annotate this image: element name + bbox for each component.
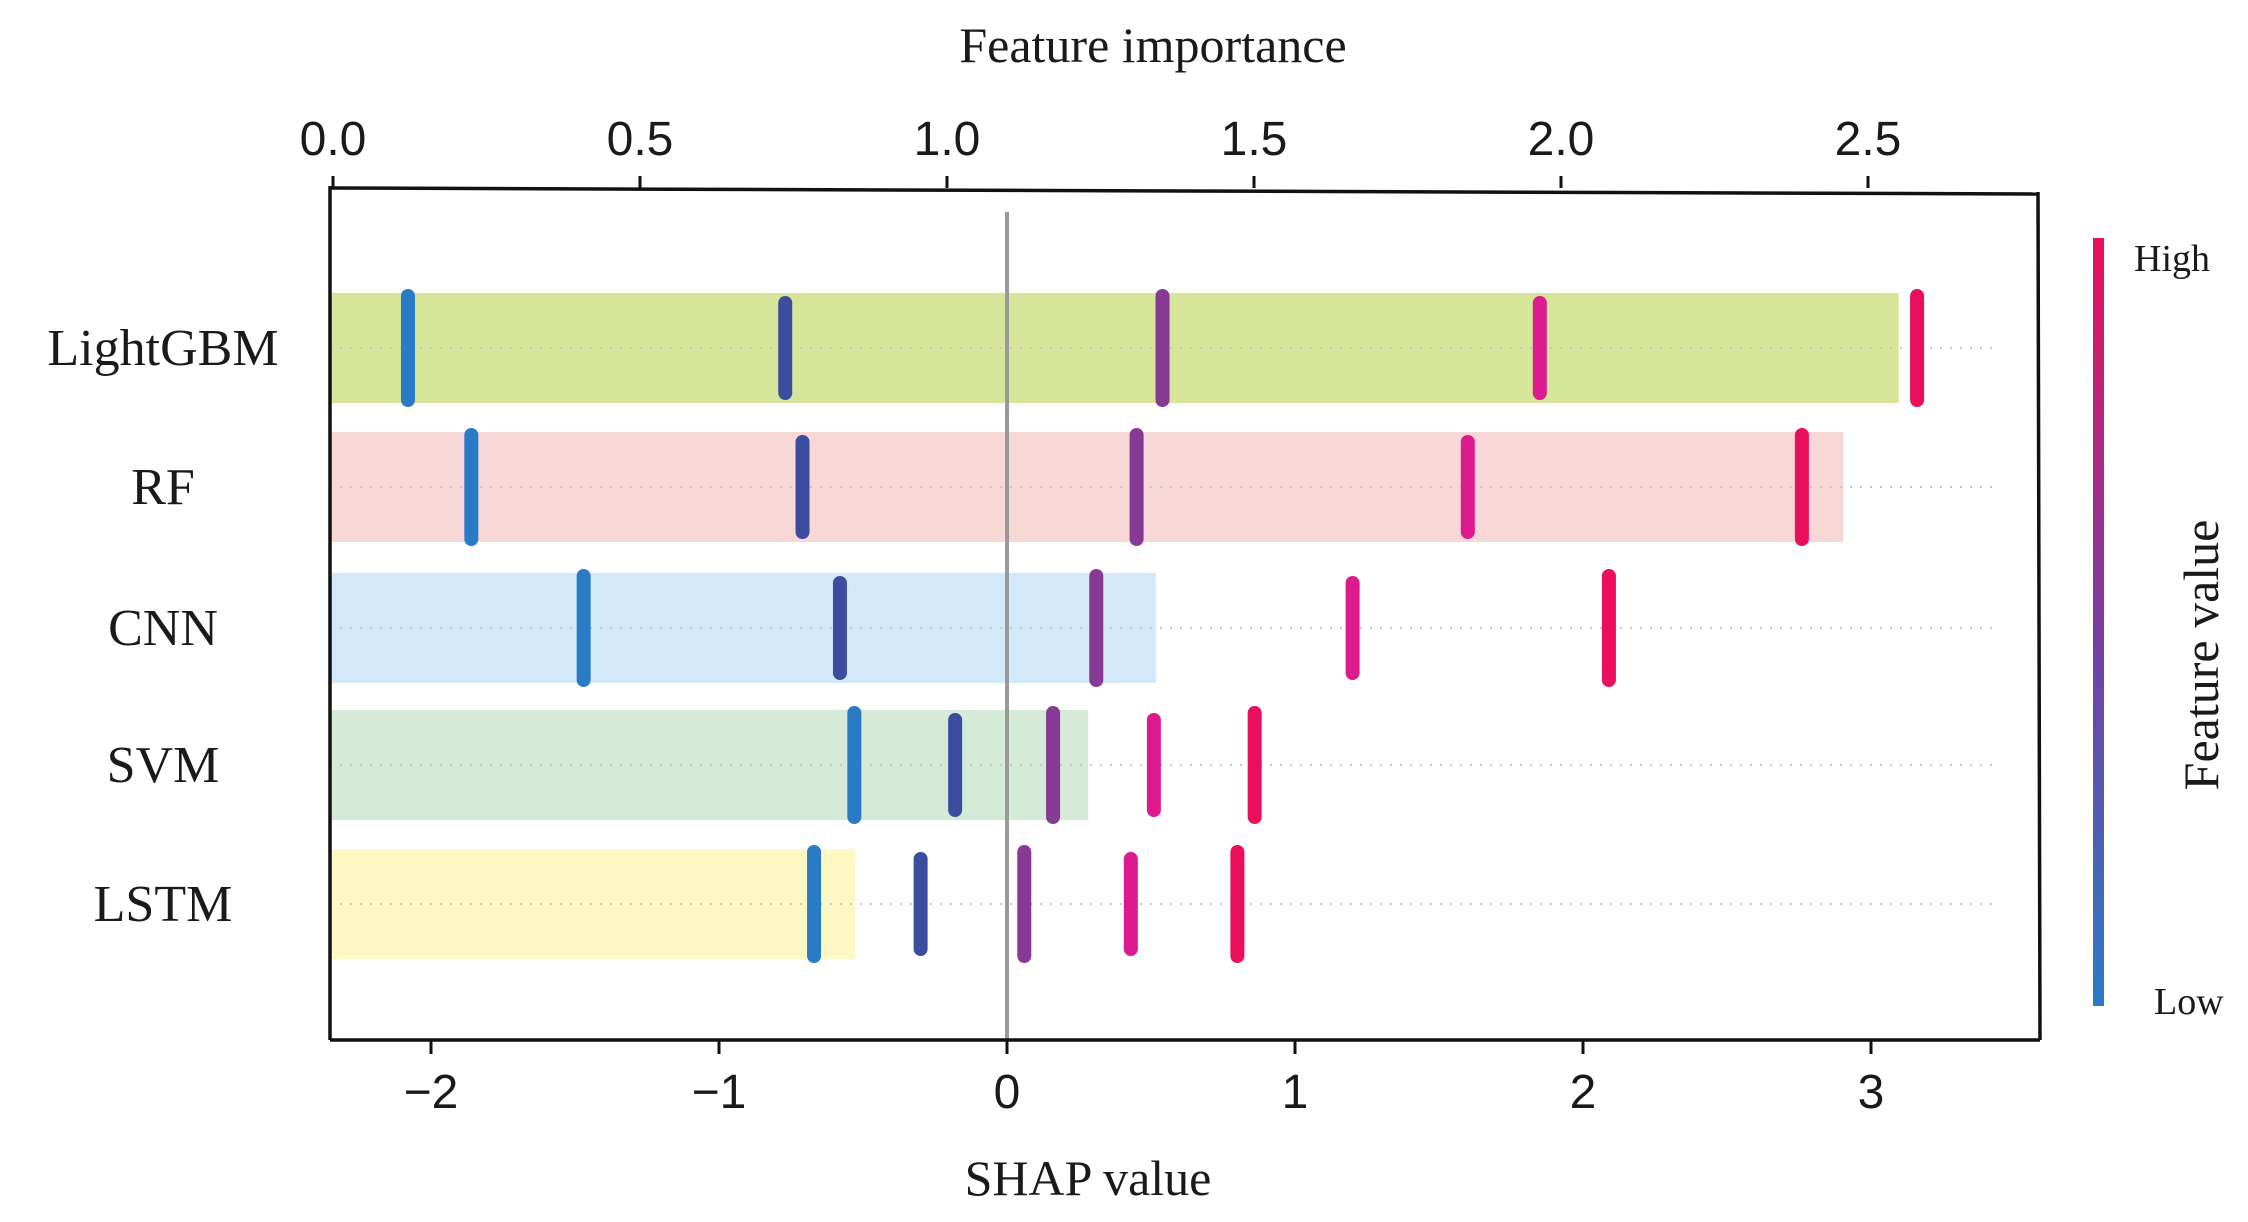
importance-bar-lightgbm	[330, 293, 1899, 403]
category-label-rf: RF	[131, 459, 195, 516]
plot-frame-right	[2036, 191, 2042, 1041]
top-tick-label: 1.0	[914, 113, 981, 166]
bottom-axis-ticks: −2 −1 0 1 2 3	[404, 1040, 1885, 1119]
colorbar	[2093, 238, 2104, 1006]
top-axis-label: Feature importance	[959, 17, 1346, 73]
category-labels: LightGBM RF CNN SVM LSTM	[47, 320, 278, 933]
bottom-tick-label: −2	[404, 1066, 459, 1119]
shap-points	[400, 289, 1925, 963]
bottom-tick-label: 2	[1570, 1066, 1597, 1119]
importance-bars	[330, 293, 1899, 959]
importance-bar-cnn	[330, 573, 1156, 683]
bottom-axis-label: SHAP value	[965, 1150, 1212, 1206]
category-label-cnn: CNN	[108, 600, 218, 657]
bottom-tick-label: 1	[1282, 1066, 1309, 1119]
importance-bar-rf	[330, 432, 1844, 542]
top-tick-label: 0.0	[300, 113, 367, 166]
plot-frame-top	[329, 186, 2039, 196]
category-label-lstm: LSTM	[94, 876, 233, 933]
top-axis-ticks: 0.0 0.5 1.0 1.5 2.0 2.5	[300, 113, 1902, 188]
bottom-tick-label: −1	[692, 1066, 747, 1119]
top-tick-label: 2.5	[1835, 113, 1902, 166]
colorbar-low-label: Low	[2154, 981, 2224, 1023]
category-label-svm: SVM	[107, 737, 220, 794]
top-tick-label: 2.0	[1528, 113, 1595, 166]
category-label-lightgbm: LightGBM	[47, 320, 278, 377]
top-tick-label: 0.5	[607, 113, 674, 166]
colorbar-title: Feature value	[2173, 520, 2229, 791]
bottom-tick-label: 0	[994, 1066, 1021, 1119]
colorbar-high-label: High	[2134, 238, 2210, 280]
top-tick-label: 1.5	[1221, 113, 1288, 166]
importance-bar-lstm	[330, 849, 855, 959]
bottom-tick-label: 3	[1858, 1066, 1885, 1119]
importance-bar-svm	[330, 710, 1089, 820]
